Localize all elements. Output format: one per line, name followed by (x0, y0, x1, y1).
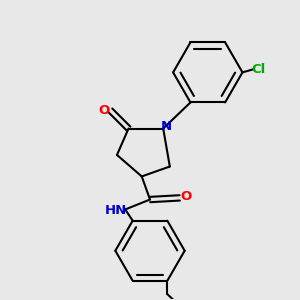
Text: O: O (181, 190, 192, 203)
Text: HN: HN (105, 204, 127, 218)
Text: O: O (98, 104, 110, 117)
Text: Cl: Cl (252, 63, 266, 76)
Text: N: N (161, 120, 172, 133)
